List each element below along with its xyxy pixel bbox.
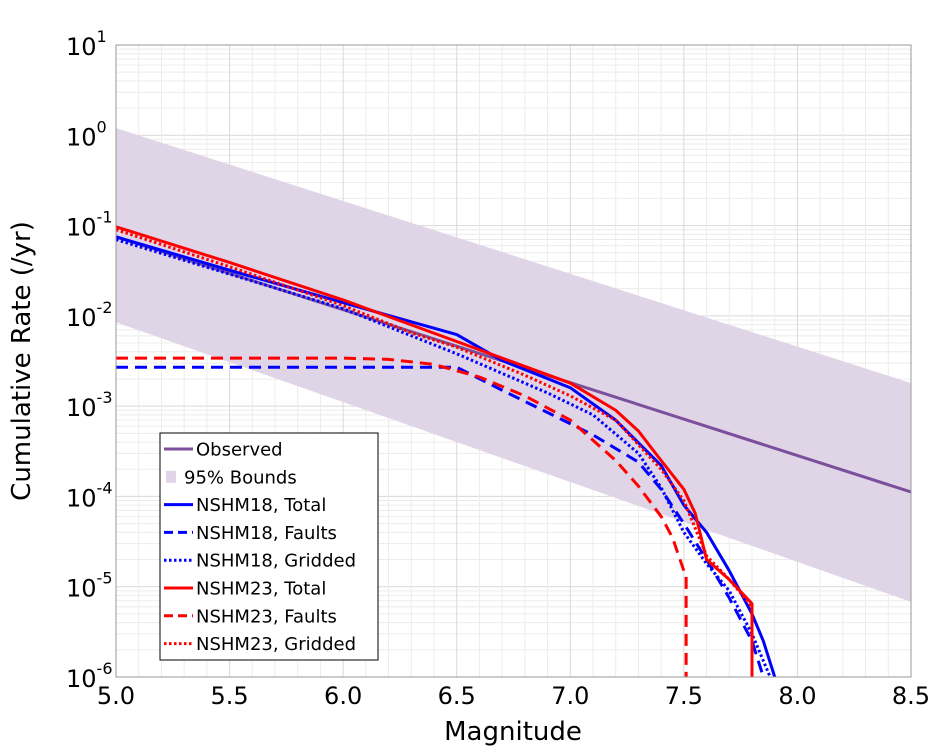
y-tick-label: 10-5	[66, 569, 113, 603]
y-axis-title: Cumulative Rate (/yr)	[7, 221, 37, 501]
series-line-nshm23-faults	[116, 356, 688, 677]
x-tick-label: 7.5	[665, 682, 703, 710]
legend-label: NSHM18, Total	[196, 495, 326, 516]
y-tick-label: 10-3	[66, 388, 113, 422]
x-tick-labels: 5.0 5.5 6.0 6.5 7.0 7.5 8.0 8.5	[97, 682, 930, 710]
legend-label: NSHM23, Faults	[196, 606, 337, 627]
y-tick-label: 10-2	[66, 298, 113, 332]
plot-frame	[115, 44, 912, 678]
series-line-nshm23-total	[116, 225, 754, 677]
y-tick-label: 101	[66, 27, 107, 61]
y-tick-labels: 101 100 10-1 10-2 10-3 10-4 10-5 10-6	[66, 27, 113, 693]
series-line-nshm18-gridded	[116, 238, 772, 677]
legend-label: NSHM18, Faults	[196, 523, 337, 544]
series-group	[116, 225, 911, 677]
x-tick-label: 8.0	[778, 682, 816, 710]
y-tick-label: 10-1	[66, 208, 113, 242]
legend: Observed 95% Bounds NSHM18, Total NSHM18, F…	[159, 432, 379, 661]
x-axis-title: Magnitude	[444, 717, 582, 747]
series-line-nshm23-gridded	[116, 228, 754, 677]
legend-swatch-bounds	[166, 470, 176, 483]
x-tick-label: 8.5	[892, 682, 930, 710]
x-tick-label: 7.0	[551, 682, 589, 710]
legend-box	[159, 432, 379, 661]
x-tick-label: 6.5	[438, 682, 476, 710]
legend-label: NSHM18, Gridded	[196, 551, 356, 572]
y-tick-label: 10-6	[66, 659, 113, 693]
x-tick-label: 5.5	[210, 682, 248, 710]
series-line-nshm18-faults	[116, 365, 765, 677]
legend-label: NSHM23, Total	[196, 579, 326, 600]
x-tick-label: 6.0	[324, 682, 362, 710]
y-tick-label: 10-4	[66, 478, 113, 512]
y-tick-label: 100	[66, 117, 107, 151]
legend-label: Observed	[196, 440, 283, 461]
legend-label: NSHM23, Gridded	[196, 634, 356, 655]
legend-label: 95% Bounds	[184, 467, 297, 488]
x-tick-label: 5.0	[97, 682, 135, 710]
